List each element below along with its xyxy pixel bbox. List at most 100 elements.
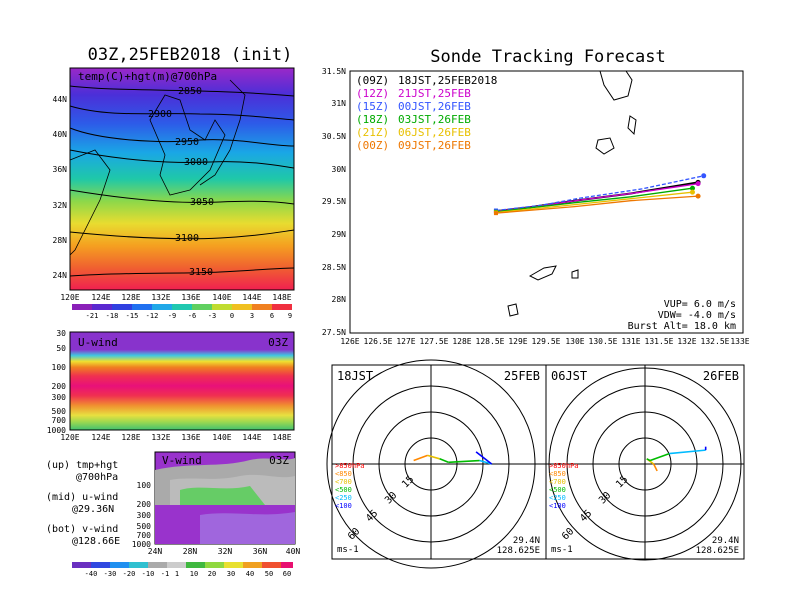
- hodo-left-date: 25FEB: [504, 369, 540, 383]
- legend-bot2: @128.66E: [72, 536, 120, 547]
- track-legend: (09Z) 18JST,25FEB2018 (12Z) 21JST,25FEB (1…: [356, 74, 497, 152]
- hodo-right-date: 26FEB: [703, 369, 739, 383]
- lon-148e: 148E: [272, 293, 291, 302]
- hodo-left-segment-5: [475, 451, 493, 465]
- v-p300: 300: [137, 511, 152, 520]
- wcb-2: -20: [123, 570, 136, 578]
- ty-295: 29.5N: [322, 197, 346, 206]
- legend-row-12z: (12Z) 21JST,25FEB: [356, 87, 471, 100]
- vlat-40n: 40N: [286, 547, 301, 556]
- tcb-9: 6: [270, 312, 274, 320]
- wcb-8: 30: [227, 570, 235, 578]
- contour-3000: 3000: [184, 157, 208, 168]
- uwind-section: U-wind 03Z: [69, 331, 295, 431]
- legend-code-12z: (12Z): [356, 87, 389, 100]
- u-p200: 200: [52, 382, 67, 391]
- tcb-3: -12: [146, 312, 159, 320]
- contour-2950: 2950: [175, 137, 199, 148]
- hodo-right-segment-2: [646, 458, 651, 462]
- vup-text: VUP= 6.0 m/s: [664, 299, 736, 310]
- contour-2900: 2900: [148, 109, 172, 120]
- track-y-ticks: 31.5N 31N 30.5N 30N 29.5N 29N 28.5N 28N …: [322, 67, 346, 337]
- lon-144e: 144E: [242, 293, 261, 302]
- v-p500: 500: [137, 522, 152, 531]
- tcb-7: 0: [230, 312, 234, 320]
- legend-code-15z: (15Z): [356, 100, 389, 113]
- ty-285: 28.5N: [322, 263, 346, 272]
- tx-132: 132E: [677, 337, 696, 346]
- tx-128: 128E: [452, 337, 471, 346]
- lat-24n: 24N: [53, 271, 68, 280]
- legend-mid2: @29.36N: [72, 504, 114, 515]
- hodo-left-segment-0: [413, 454, 428, 462]
- track-info: VUP= 6.0 m/s VDW= -4.0 m/s Burst Alt= 18…: [628, 299, 736, 332]
- legend-time-15z: 00JST,26FEB: [398, 100, 471, 113]
- track-title: Sonde Tracking Forecast: [430, 47, 665, 67]
- u-p500: 500: [52, 407, 67, 416]
- legend-up: (up) tmp+hgt: [46, 460, 118, 471]
- vwind-section: V-wind 03Z: [154, 451, 296, 545]
- track-start-point-5: [493, 211, 498, 216]
- hodo-right-lvl3: <500: [549, 486, 566, 494]
- legend-row-21z: (21Z) 06JST,26FEB: [356, 126, 471, 139]
- tx-127: 127E: [396, 337, 415, 346]
- legend-time-18z: 03JST,26FEB: [398, 113, 471, 126]
- tx-1275: 127.5E: [420, 337, 449, 346]
- tx-1295: 129.5E: [532, 337, 561, 346]
- ulon-136e: 136E: [181, 433, 200, 442]
- tx-1325: 132.5E: [701, 337, 730, 346]
- legend-up2: @700hPa: [76, 472, 118, 483]
- wcb-1: -30: [104, 570, 117, 578]
- lon-132e: 132E: [151, 293, 170, 302]
- hodograph-left-lines: [413, 451, 493, 465]
- temp-height-map: temp(C)+hgt(m)@700hPa 2850 2900 2950 300…: [69, 67, 295, 291]
- hodo-left-segment-3: [448, 459, 480, 464]
- hodo-left-lvl1: <850: [335, 470, 352, 478]
- wcb-7: 20: [208, 570, 216, 578]
- hodo-right-lvl1: <850: [549, 470, 566, 478]
- ulon-132e: 132E: [151, 433, 170, 442]
- land-korea-japan: [149, 94, 226, 196]
- uwind-label: U-wind: [78, 336, 118, 349]
- tcb-6: -3: [208, 312, 216, 320]
- uwind-time: 03Z: [268, 336, 288, 349]
- ulon-148e: 148E: [272, 433, 291, 442]
- lon-124e: 124E: [91, 293, 110, 302]
- legend-row-00z: (00Z) 09JST,26FEB: [356, 139, 471, 152]
- section-legend: (up) tmp+hgt @700hPa (mid) u-wind @29.36…: [46, 460, 120, 547]
- legend-code-21z: (21Z): [356, 126, 389, 139]
- wcb-4: -1: [161, 570, 169, 578]
- track-frame: [349, 70, 744, 334]
- left-title: 03Z,25FEB2018 (init): [88, 45, 293, 65]
- hodo-right-lat: 29.4N: [712, 536, 739, 546]
- hodo-right-lon: 128.625E: [696, 546, 739, 556]
- hodo-right-time: 06JST: [551, 369, 587, 383]
- ty-290: 29N: [332, 230, 347, 239]
- map-label: temp(C)+hgt(m)@700hPa: [78, 70, 217, 83]
- hodo-right-segment-0: [652, 463, 658, 472]
- uwind-lon-ticks: 120E 124E 128E 132E 136E 140E 144E 148E: [60, 433, 291, 442]
- legend-code-09z: (09Z): [356, 74, 389, 87]
- hodo-right-lvl4: <250: [549, 494, 566, 502]
- track-end-point-4: [689, 189, 695, 195]
- vwind-time: 03Z: [269, 454, 289, 467]
- tcb-0: -21: [86, 312, 99, 320]
- contour-3050: 3050: [190, 197, 214, 208]
- contour-2850: 2850: [178, 86, 202, 97]
- ty-315: 31.5N: [322, 67, 346, 76]
- legend-row-09z: (09Z) 18JST,25FEB2018: [356, 74, 497, 87]
- tx-1315: 131.5E: [645, 337, 674, 346]
- hodo-left-lvl0: >850hPa: [335, 462, 365, 470]
- track-end-point-5: [695, 193, 701, 199]
- island-kikai: [571, 269, 579, 279]
- track-end-point-2: [701, 173, 707, 179]
- temp-colorbar-labels: -21 -18 -15 -12 -9 -6 -3 0 3 6 9: [86, 312, 292, 320]
- tx-1305: 130.5E: [589, 337, 618, 346]
- tx-130: 130E: [565, 337, 584, 346]
- hodo-left-lvl4: <250: [335, 494, 352, 502]
- tcb-8: 3: [250, 312, 254, 320]
- v-p200: 200: [137, 500, 152, 509]
- tcb-2: -15: [126, 312, 139, 320]
- vlat-32n: 32N: [218, 547, 233, 556]
- ulon-124e: 124E: [91, 433, 110, 442]
